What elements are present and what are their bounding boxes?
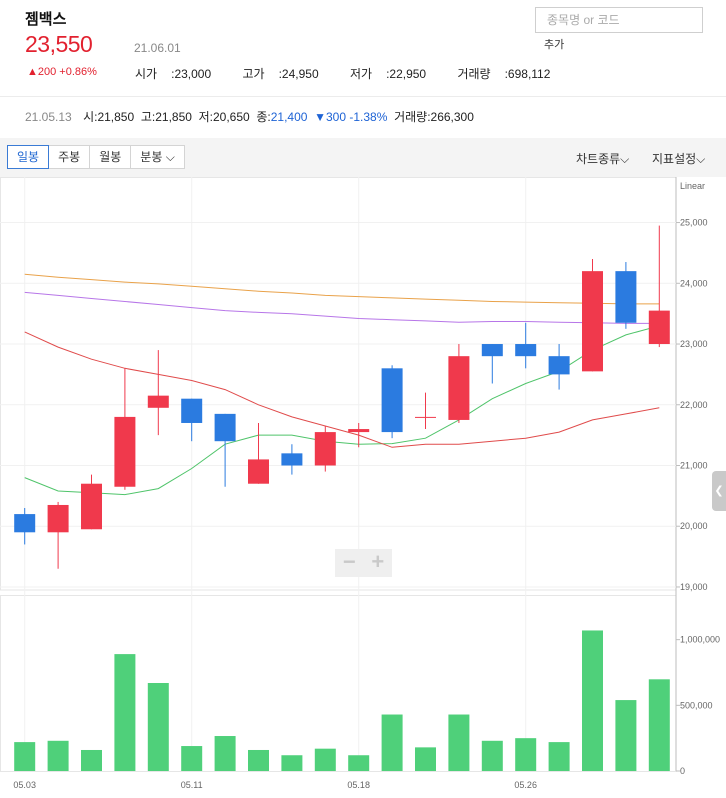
volume-bar	[415, 747, 436, 771]
price-tick-label: 21,000	[680, 460, 708, 470]
volume-bar	[582, 630, 603, 771]
candle-body	[214, 413, 236, 442]
zoom-controls: − +	[335, 549, 392, 577]
candle-body	[515, 344, 537, 357]
chevron-down-icon: ⌵	[696, 152, 706, 166]
current-price: 23,550	[25, 31, 93, 57]
tab-weekly[interactable]: 주봉	[48, 145, 91, 169]
volume-bar	[281, 755, 303, 771]
date-tick-label: 05.03	[13, 780, 36, 790]
chevron-down-icon: ⌵	[620, 152, 630, 166]
date-tick-label: 05.26	[514, 780, 537, 790]
side-panel-toggle[interactable]: ❮	[712, 471, 726, 511]
candle-body	[448, 356, 470, 420]
candle-body	[615, 271, 637, 323]
tab-minute[interactable]: 분봉 ⌵	[130, 145, 185, 169]
moving-average-ma60	[24, 291, 660, 324]
candle-body	[481, 344, 503, 357]
candle-body	[181, 398, 203, 423]
period-tabs: 일봉 주봉 월봉 분봉 ⌵	[7, 145, 185, 169]
hover-change: ▼300 -1.38%	[314, 110, 388, 124]
volume-bar	[81, 749, 102, 771]
volume-bar	[648, 679, 670, 771]
candle-body	[648, 310, 670, 345]
chevron-left-icon: ❮	[714, 485, 724, 497]
price-date: 21.06.01	[134, 41, 181, 55]
stock-search-box[interactable]	[535, 7, 703, 33]
zoom-out-button[interactable]: −	[342, 549, 356, 574]
stat-low: 저가:22,950	[349, 67, 427, 81]
stat-volume: 거래량:698,112	[457, 67, 551, 81]
chevron-down-icon: ⌵	[165, 150, 175, 164]
volume-tick-label: 1,000,000	[680, 635, 720, 645]
price-tick-label: 24,000	[680, 278, 708, 288]
candle-body	[81, 483, 102, 530]
candle-body	[14, 514, 36, 533]
scale-label: Linear	[680, 181, 705, 191]
candle-body	[314, 432, 336, 466]
candle-body	[281, 453, 303, 466]
volume-bar	[348, 755, 370, 771]
stock-search-input[interactable]	[536, 8, 702, 32]
volume-bar	[481, 740, 503, 771]
indicator-settings-dropdown[interactable]: 지표설정⌵	[652, 152, 706, 166]
stat-open: 시가:23,000	[135, 67, 212, 81]
volume-bar	[47, 740, 69, 771]
hover-candle-info: 21.05.13 시:21,850 고:21,850 저:20,650 종:21…	[25, 110, 474, 124]
header-divider	[0, 96, 726, 97]
volume-bar	[114, 654, 136, 771]
candle-body	[381, 368, 403, 433]
candle-body	[47, 504, 69, 533]
candle-body	[582, 271, 603, 372]
add-stock-button[interactable]: 추가	[544, 39, 565, 51]
date-tick-label: 05.18	[347, 780, 370, 790]
price-stats: 시가:23,000 고가:24,950 저가:22,950 거래량:698,11…	[135, 65, 578, 82]
price-tick-label: 25,000	[680, 218, 708, 228]
moving-average-ma120	[24, 273, 660, 305]
volume-pane-frame	[0, 595, 677, 772]
chart-toolbar: 일봉 주봉 월봉 분봉 ⌵ 차트종류⌵ 지표설정⌵	[0, 138, 726, 177]
volume-bar	[181, 746, 203, 771]
candle-body	[548, 356, 570, 375]
chart-type-dropdown[interactable]: 차트종류⌵	[576, 152, 630, 166]
price-change: ▲200 +0.86%	[27, 66, 97, 78]
volume-bar	[548, 742, 570, 771]
volume-bar	[381, 714, 403, 771]
volume-bar	[248, 749, 269, 771]
volume-bar	[448, 714, 470, 771]
price-tick-label: 19,000	[680, 582, 708, 592]
stock-name: 젬백스	[25, 11, 67, 28]
volume-tick-label: 500,000	[680, 700, 713, 710]
volume-bar	[314, 748, 336, 771]
tab-daily[interactable]: 일봉	[7, 145, 50, 169]
price-tick-label: 22,000	[680, 400, 708, 410]
volume-tick-label: 0	[680, 766, 685, 776]
volume-bar	[147, 683, 169, 771]
price-tick-label: 20,000	[680, 521, 708, 531]
candle-body	[114, 416, 136, 487]
volume-bar	[214, 736, 236, 771]
moving-average-ma20	[24, 331, 660, 448]
stat-high: 고가:24,950	[242, 67, 319, 81]
candle-body	[348, 429, 370, 433]
volume-bar	[515, 738, 537, 771]
date-tick-label: 05.11	[181, 780, 203, 790]
chart-area[interactable]: 25,000 24,000 23,000 22,000 21,000 20,000 19,0…	[0, 177, 726, 798]
price-tick-label: 23,000	[680, 339, 708, 349]
volume-bar	[615, 700, 637, 771]
hover-date: 21.05.13	[25, 110, 72, 124]
zoom-in-button[interactable]: +	[371, 549, 385, 574]
volume-bar	[14, 742, 36, 771]
candle-body	[147, 395, 169, 408]
candlestick-chart[interactable]: 25,000 24,000 23,000 22,000 21,000 20,000 19,0…	[0, 177, 726, 798]
candle-body	[415, 416, 436, 418]
tab-monthly[interactable]: 월봉	[89, 145, 132, 169]
candle-body	[248, 459, 269, 484]
